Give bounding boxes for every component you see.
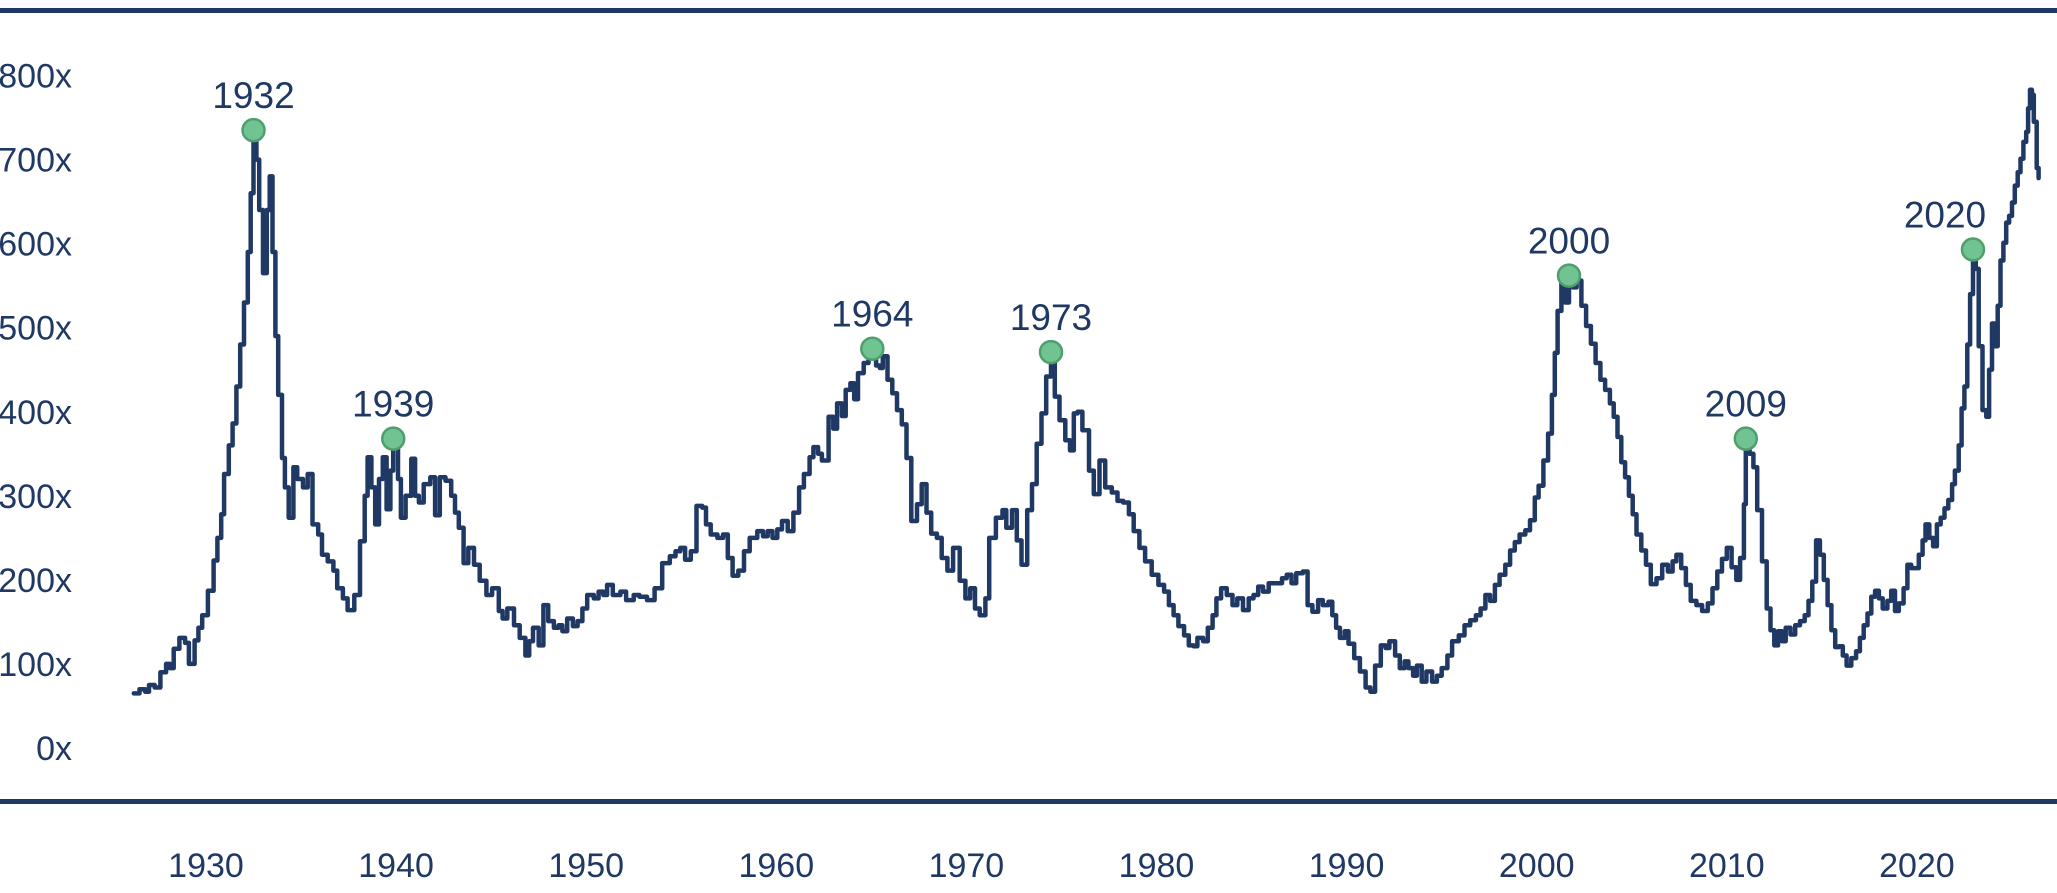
x-axis-tick-label: 2010 [1689,847,1765,885]
x-axis-tick-label: 1970 [929,847,1005,885]
peak-year-label: 2020 [1904,195,1986,236]
x-axis-tick-label: 1960 [738,847,814,885]
peak-year-label: 2000 [1528,221,1610,262]
x-axis-tick-label: 1940 [358,847,434,885]
peak-year-label: 1964 [831,294,913,335]
peak-marker [860,336,885,361]
x-axis-tick-label: 1950 [548,847,624,885]
peak-year-label: 1932 [212,75,294,116]
y-axis-tick-label: 300x [0,478,72,516]
y-axis-tick-label: 500x [0,310,72,348]
x-axis-tick-label: 2000 [1499,847,1575,885]
peak-year-label: 2009 [1705,384,1787,425]
peak-marker [1556,263,1582,288]
peak-year-label: 1973 [1010,297,1092,338]
x-axis-tick-label: 1980 [1119,847,1195,885]
y-axis-tick-label: 800x [0,58,72,96]
y-axis-tick-label: 100x [0,646,72,684]
y-axis-tick-label: 200x [0,562,72,600]
series-line [131,87,2041,696]
top-border-rule [0,8,2057,13]
x-axis-rule [0,799,2057,804]
y-axis-tick-label: 0x [36,730,72,768]
y-axis-tick-label: 600x [0,226,72,264]
y-axis-tick-label: 700x [0,142,72,180]
x-axis-tick-label: 2020 [1879,847,1955,885]
x-axis-tick-label: 1990 [1309,847,1385,885]
peak-year-label: 1939 [352,384,434,425]
peak-marker [380,426,406,451]
peak-marker [1960,237,1986,262]
x-axis-tick-label: 1930 [168,847,244,885]
peak-marker [241,117,266,143]
peak-marker [1038,339,1064,365]
peak-marker [1733,426,1759,451]
y-axis-tick-label: 400x [0,394,72,432]
